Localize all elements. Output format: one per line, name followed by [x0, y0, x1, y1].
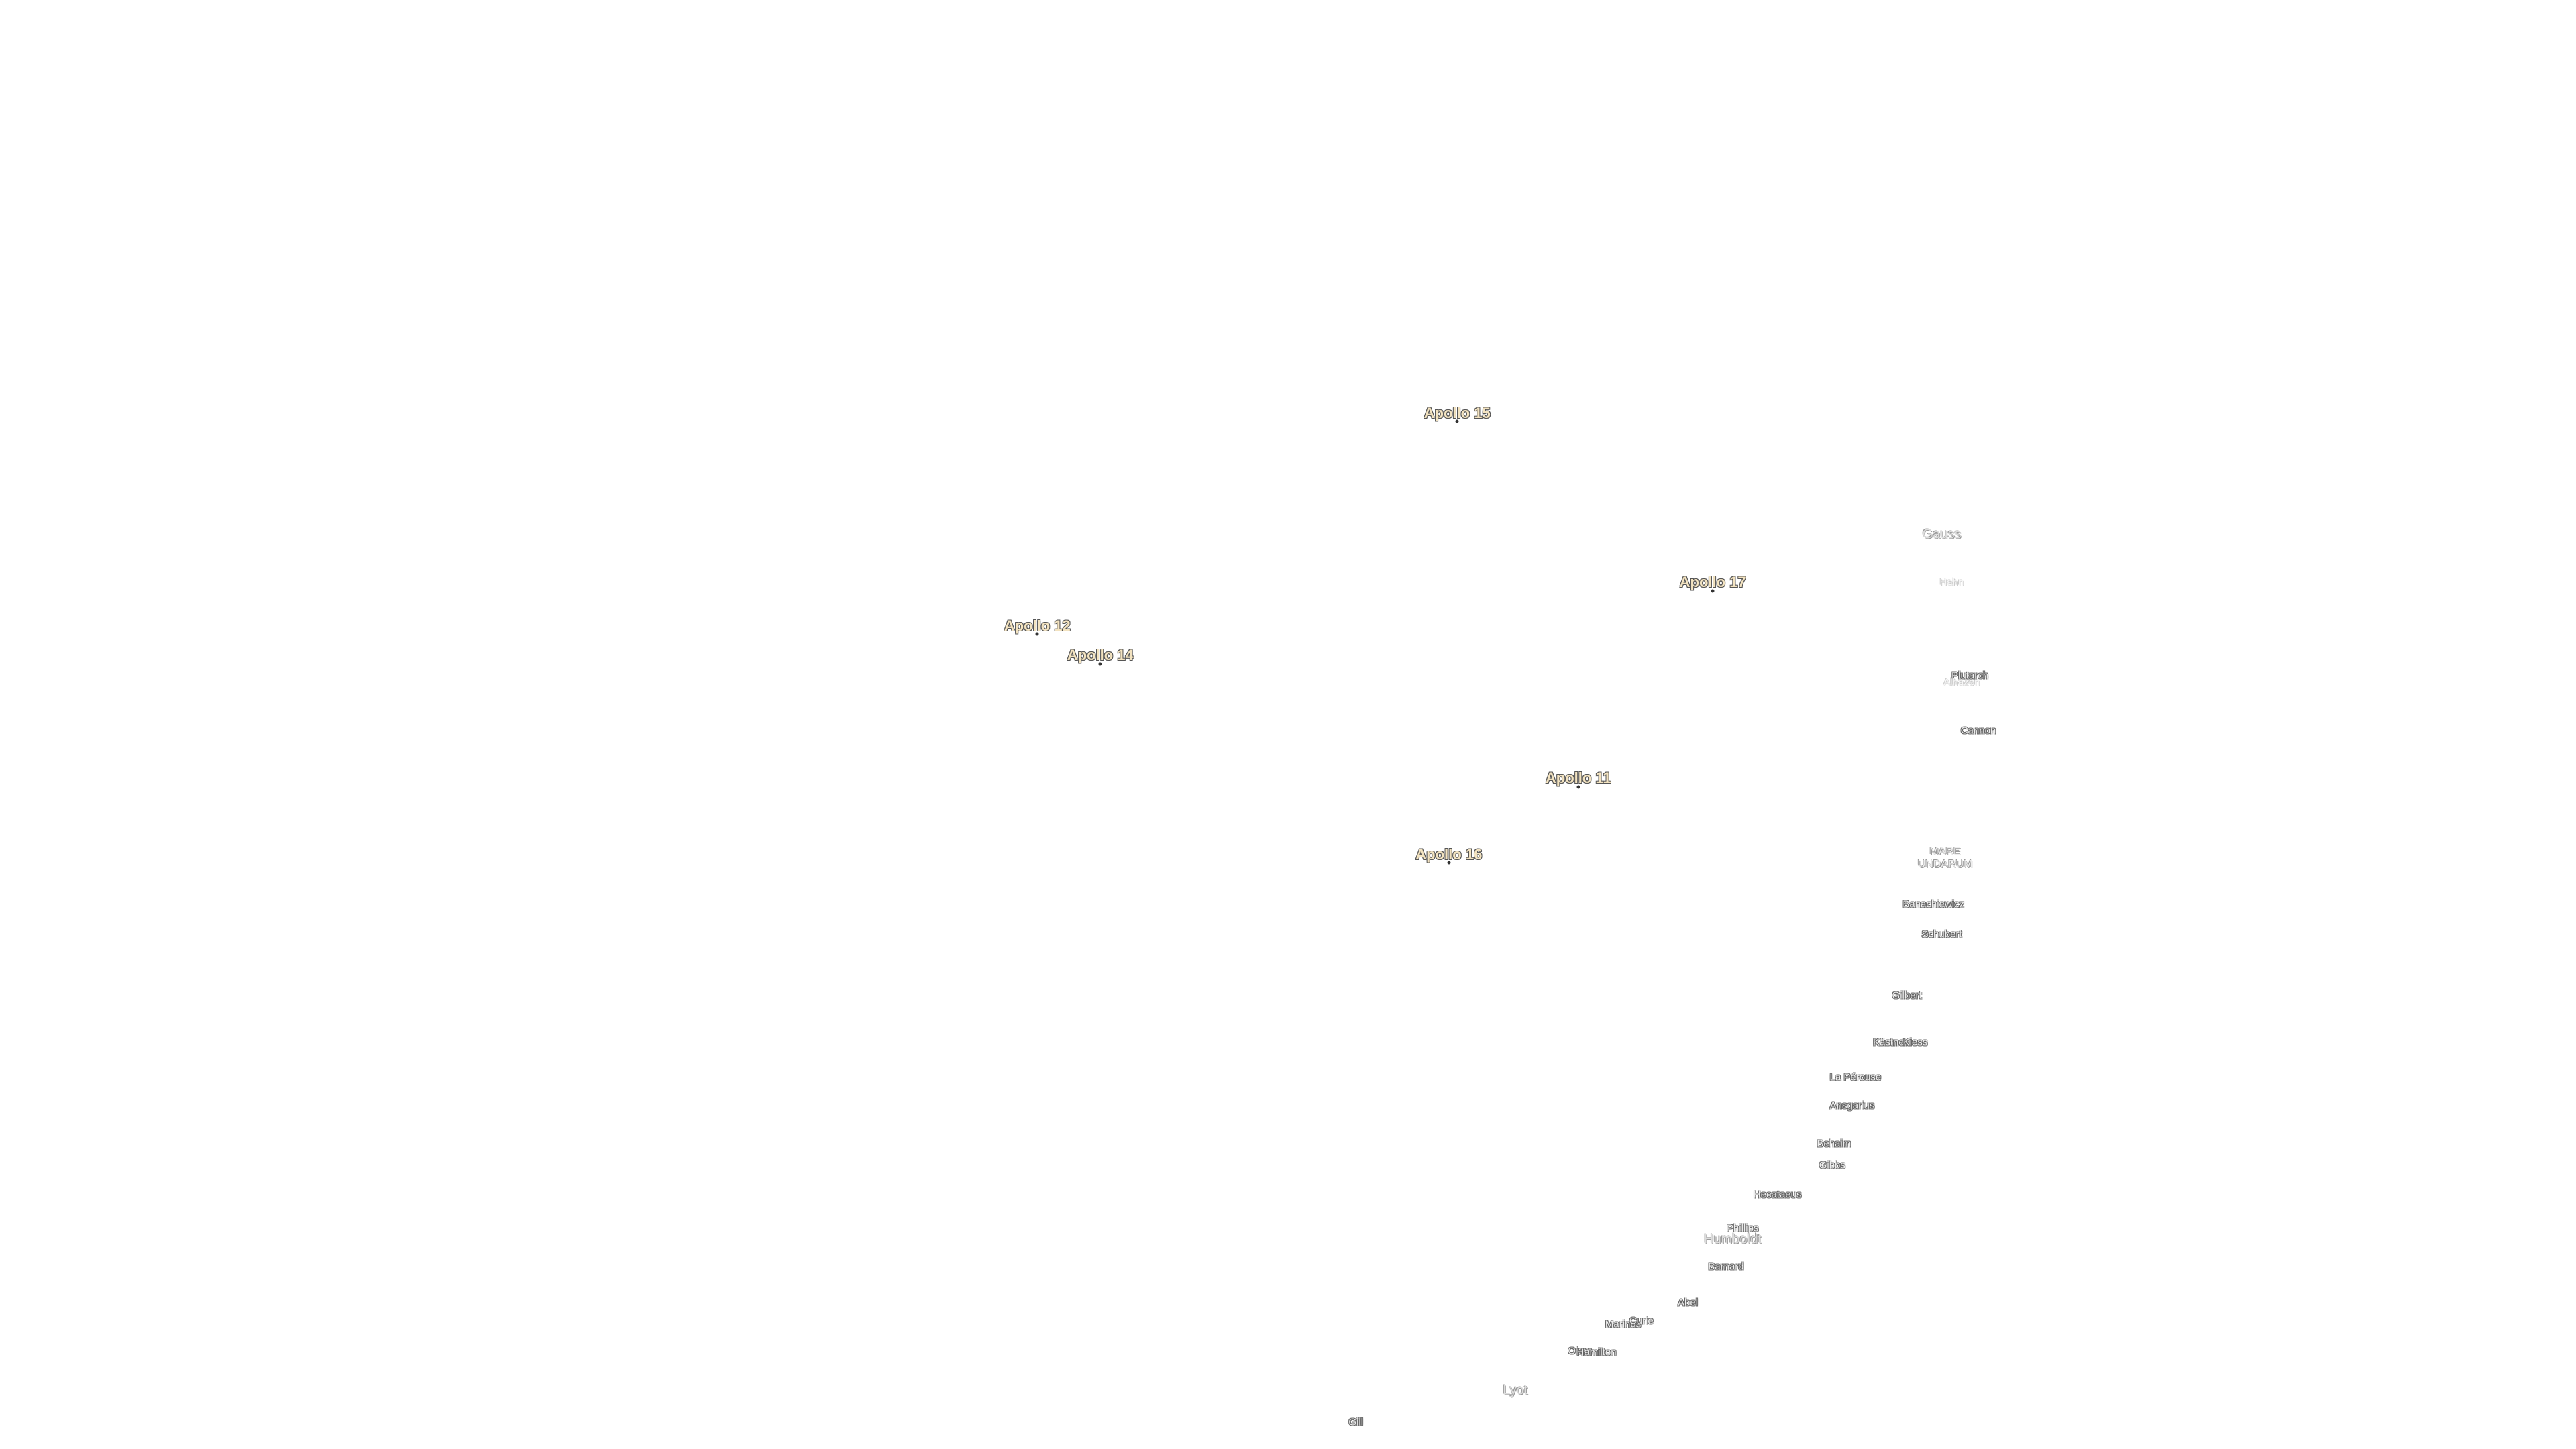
crater-label: Hamilton	[1576, 1346, 1617, 1358]
landing-site-marker	[1447, 861, 1451, 865]
crater-label: Kästner	[1873, 1036, 1908, 1049]
crater-label: Gibbs	[1819, 1159, 1845, 1171]
landing-site-marker	[1035, 632, 1039, 636]
crater-label: Marinus	[1605, 1318, 1642, 1330]
landing-site-marker	[1711, 589, 1715, 593]
crater-label: Humboldt	[1704, 1232, 1762, 1247]
crater-label: Curie	[1629, 1315, 1654, 1327]
crater-label: Cannon	[1960, 724, 1996, 737]
crater-label: Lyot	[1503, 1383, 1528, 1398]
crater-label: Kiess	[1902, 1036, 1928, 1049]
crater-label: Abel	[1678, 1297, 1699, 1309]
crater-label: Gill	[1348, 1416, 1364, 1428]
landing-site-label: Apollo 14	[1067, 647, 1134, 664]
landing-site-label: Apollo 15	[1424, 405, 1491, 422]
crater-label: Behaim	[1817, 1138, 1851, 1150]
landing-site-label: Apollo 17	[1679, 574, 1746, 591]
crater-label: Gilbert	[1892, 989, 1922, 1002]
landing-site-label: Apollo 16	[1415, 846, 1483, 863]
crater-label: Oken	[1568, 1345, 1593, 1357]
landing-site-marker	[1098, 662, 1102, 666]
landing-site-marker	[1576, 785, 1580, 789]
crater-label: Alhazen	[1943, 676, 1980, 688]
landing-site-label: Apollo 12	[1004, 616, 1071, 634]
crater-label: Ansgarius	[1829, 1099, 1875, 1112]
crater-label: La Pérouse	[1829, 1071, 1882, 1083]
crater-label: Phillips	[1726, 1222, 1759, 1234]
crater-label: Gauss	[1922, 527, 1962, 542]
crater-label: Plutarch	[1951, 669, 1989, 682]
landing-site-label: Apollo 11	[1545, 769, 1611, 787]
crater-label: Hecataeus	[1753, 1189, 1802, 1201]
crater-label: Schubert	[1921, 928, 1962, 941]
mare-label: MARE UNDARUM	[1917, 846, 1973, 871]
crater-label: Barnard	[1708, 1260, 1744, 1273]
crater-label: Banachiewicz	[1902, 898, 1965, 910]
landing-site-marker	[1455, 419, 1459, 423]
crater-label: Hahn	[1939, 576, 1964, 588]
